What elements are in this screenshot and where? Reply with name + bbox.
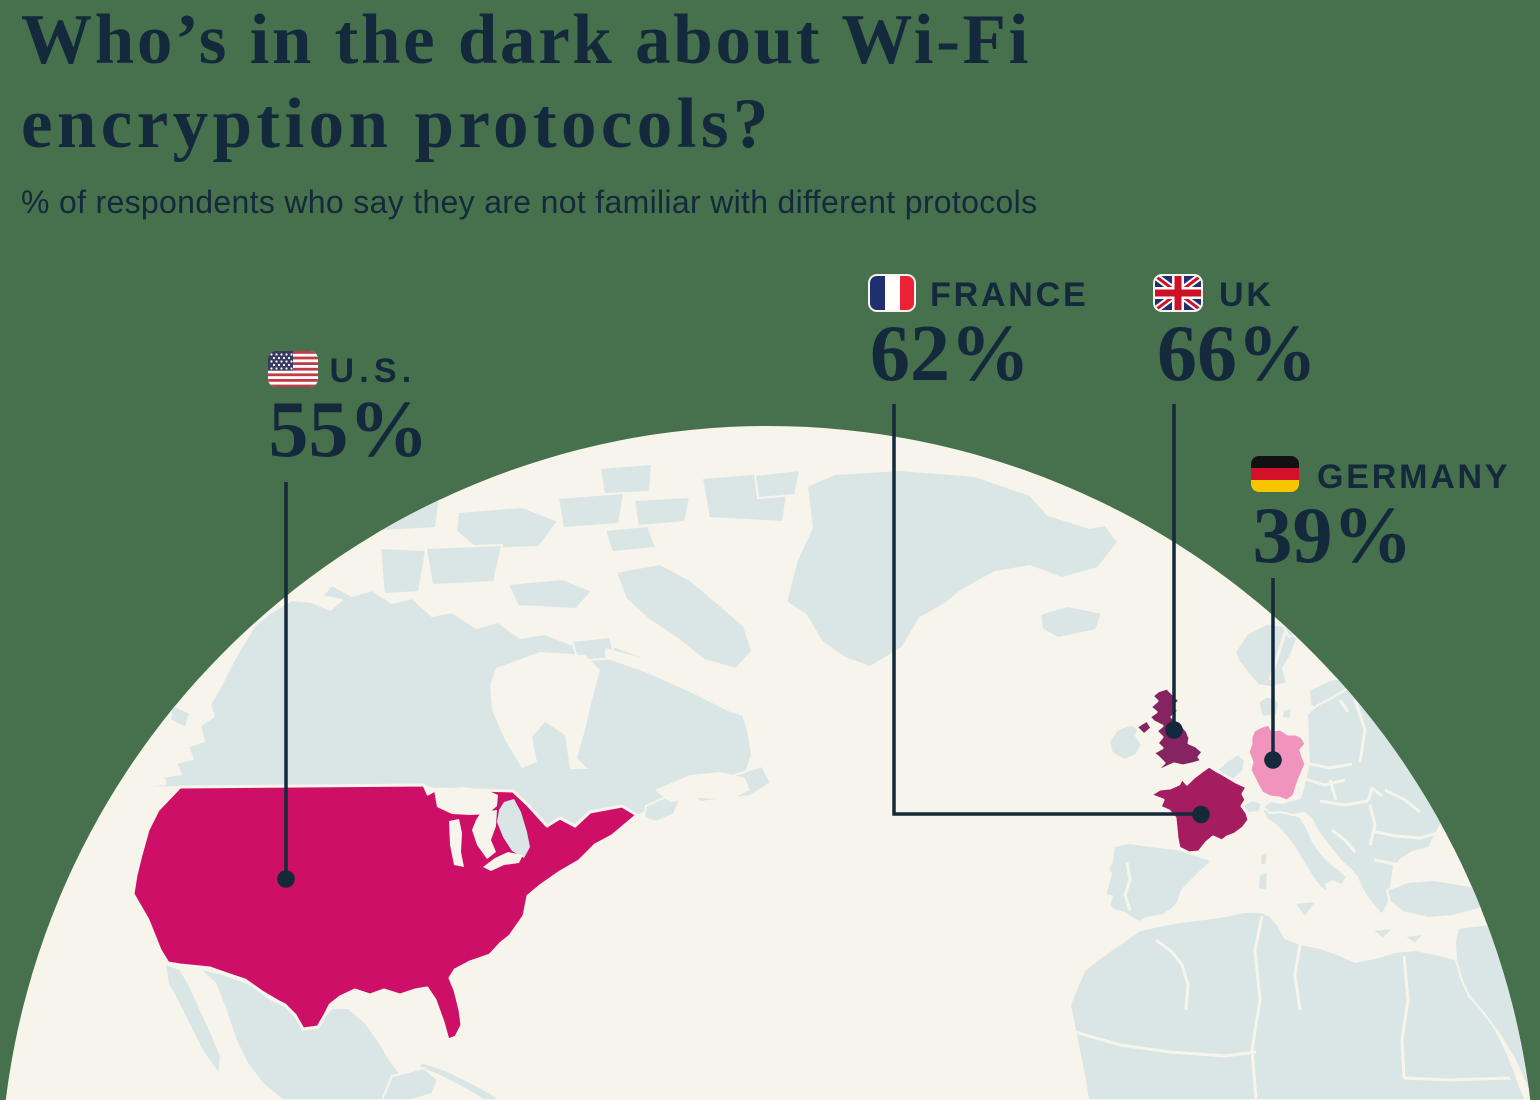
svg-text:62%: 62%	[870, 310, 1030, 398]
svg-text:Who’s in the dark about Wi-Fi: Who’s in the dark about Wi-Fi	[21, 1, 1031, 79]
svg-text:encryption protocols?: encryption protocols?	[21, 85, 773, 163]
svg-text:66%: 66%	[1157, 310, 1317, 398]
svg-text:55%: 55%	[269, 386, 429, 474]
svg-text:GERMANY: GERMANY	[1317, 458, 1510, 496]
svg-text:U.S.: U.S.	[330, 352, 417, 390]
svg-text:% of respondents who say they: % of respondents who say they are not fa…	[21, 184, 1037, 220]
svg-text:39%: 39%	[1253, 492, 1413, 580]
svg-text:UK: UK	[1219, 276, 1274, 314]
svg-text:FRANCE: FRANCE	[930, 276, 1088, 314]
